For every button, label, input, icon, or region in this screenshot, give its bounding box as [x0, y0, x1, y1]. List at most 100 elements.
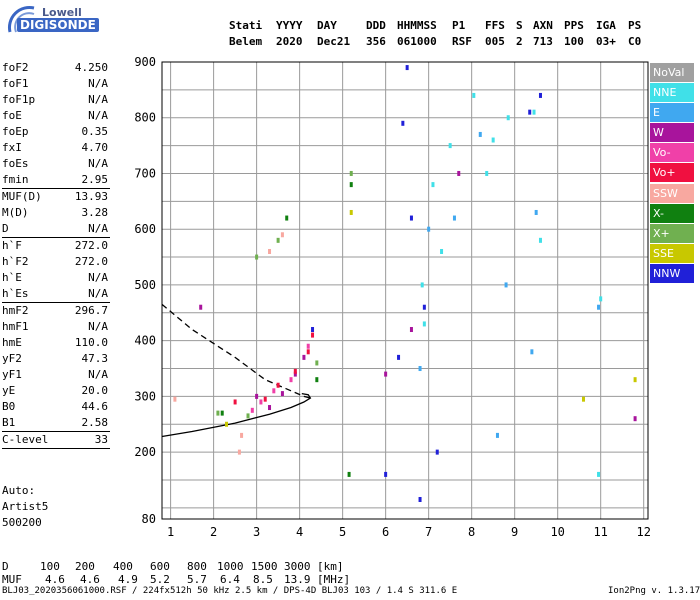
echo-point-w	[409, 327, 413, 333]
echo-point-w	[384, 371, 388, 377]
y-tick-label: 700	[134, 166, 156, 180]
param-row: yE 20.0	[0, 383, 112, 399]
echo-point-nne	[599, 296, 603, 302]
param-row: foF1p N/A	[0, 92, 112, 108]
x-tick-label: 9	[511, 525, 518, 539]
echo-point-w	[199, 304, 203, 310]
muf-value: 13.9	[284, 573, 311, 586]
echo-point-nnw	[435, 449, 439, 455]
d-value: 600	[150, 560, 170, 573]
param-value: N/A	[88, 287, 108, 300]
legend-label: Vo+	[653, 166, 676, 180]
echo-point-w	[302, 354, 306, 360]
param-name: hmE	[2, 336, 22, 349]
param-name: yF1	[2, 368, 22, 381]
param-name: foE	[2, 109, 22, 122]
echo-point-nnw	[401, 120, 405, 126]
param-row: foEp 0.35	[0, 124, 112, 140]
divider	[2, 237, 110, 238]
legend-item-x-plus: X+	[650, 223, 694, 243]
param-value: 33	[94, 433, 108, 446]
echo-point-ssw	[240, 432, 244, 438]
echo-point-nne	[472, 92, 476, 98]
param-value: N/A	[88, 222, 108, 235]
param-value: 3.28	[81, 206, 109, 219]
echo-point-ssw	[237, 449, 241, 455]
echo-point-vo+	[233, 399, 237, 405]
echo-point-w	[255, 393, 259, 399]
header-value-axn: 713	[533, 35, 553, 48]
echo-point-e	[504, 282, 508, 288]
x-tick-label: 6	[382, 525, 389, 539]
header-value-ps: C0	[628, 35, 642, 48]
echo-point-nne	[440, 248, 444, 254]
param-name: foEs	[2, 157, 29, 170]
echo-point-nnw	[538, 92, 542, 98]
echo-point-vo+	[276, 382, 280, 388]
echo-point-x+	[315, 360, 319, 366]
echo-point-x+	[216, 410, 220, 416]
echo-point-w	[457, 170, 461, 176]
param-name: foF2	[2, 61, 29, 74]
legend-item-ssw: SSW	[650, 183, 694, 203]
echo-point-nne	[448, 143, 452, 149]
d-row-label: D	[2, 560, 9, 573]
param-value: N/A	[88, 368, 108, 381]
header-label-iga: IGA	[596, 19, 616, 32]
autoscaling-info: Auto: Artist5 500200	[2, 483, 48, 531]
echo-point-vo+	[293, 368, 297, 374]
param-name: foF1	[2, 77, 29, 90]
param-value: 272.0	[74, 255, 108, 268]
x-tick-label: 1	[167, 525, 174, 539]
muf-value: 4.6	[45, 573, 65, 586]
param-row: MUF(D) 13.93	[0, 189, 112, 205]
param-row: hmE 110.0	[0, 335, 112, 351]
d-value: 200	[75, 560, 95, 573]
param-row: foF2 4.250	[0, 60, 112, 76]
echo-point-nne	[485, 170, 489, 176]
header-label-time: HHMMSS	[397, 19, 437, 32]
legend-item-sse: SSE	[650, 243, 694, 263]
legend-item-vo-minus: Vo-	[650, 143, 694, 163]
echo-point-e	[478, 131, 482, 137]
y-tick-label: 400	[134, 334, 156, 348]
param-value: 44.6	[81, 400, 109, 413]
param-name: C-level	[2, 433, 49, 446]
profile-curve	[161, 392, 312, 438]
x-tick-label: 4	[296, 525, 303, 539]
echo-point-nne	[506, 115, 510, 121]
header-label-day: DAY	[317, 19, 337, 32]
param-name: h`F2	[2, 255, 29, 268]
echo-point-x-	[285, 215, 289, 221]
muf-value: 4.9	[118, 573, 138, 586]
echo-point-e	[418, 366, 422, 372]
plot-grid	[162, 62, 648, 519]
param-row: yF1 N/A	[0, 367, 112, 383]
header-label-ddd: DDD	[366, 19, 386, 32]
d-value: 100	[40, 560, 60, 573]
echo-point-e	[534, 209, 538, 215]
echo-point-x-	[315, 377, 319, 383]
param-value: 2.95	[81, 173, 109, 186]
echo-point-nnw	[397, 354, 401, 360]
y-tick-label: 600	[134, 222, 156, 236]
echo-point-nne	[532, 109, 536, 115]
echo-point-w	[633, 416, 637, 422]
legend-label: X+	[653, 226, 670, 240]
param-value: N/A	[88, 320, 108, 333]
param-name: B0	[2, 400, 16, 413]
legend-item-nnw: NNW	[650, 263, 694, 283]
param-row: fmin 2.95	[0, 172, 112, 188]
legend-label: X-	[653, 206, 664, 220]
y-tick-label: 500	[134, 278, 156, 292]
echo-point-w	[293, 371, 297, 377]
echo-point-x+	[246, 413, 250, 419]
echo-point-vo-	[306, 343, 310, 349]
param-name: h`F	[2, 239, 22, 252]
d-unit: [km]	[317, 560, 344, 573]
x-tick-label: 2	[210, 525, 217, 539]
param-name: yF2	[2, 352, 22, 365]
echo-point-vo-	[259, 399, 263, 405]
echo-point-vo-	[272, 388, 276, 394]
